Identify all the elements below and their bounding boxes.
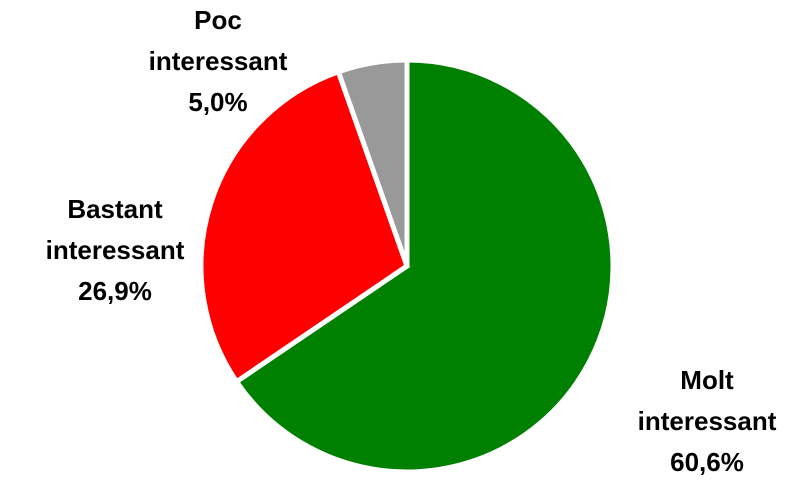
value-label: 60,6%	[670, 447, 744, 477]
slice-label: Molt interessant 60,6%	[638, 360, 777, 483]
pie-slice	[335, 57, 410, 267]
value-label: 26,9%	[78, 276, 152, 306]
pie-slice	[233, 57, 616, 475]
category-label: Bastant interessant	[45, 194, 185, 265]
value-label: 5,0%	[188, 87, 248, 117]
category-label: Molt interessant	[637, 365, 777, 436]
slice-label: Bastant interessant 26,9%	[46, 189, 185, 312]
category-label: Poc interessant	[148, 5, 288, 76]
slice-label: Poc interessant 5,0%	[149, 0, 288, 123]
pie-slice	[198, 68, 410, 386]
